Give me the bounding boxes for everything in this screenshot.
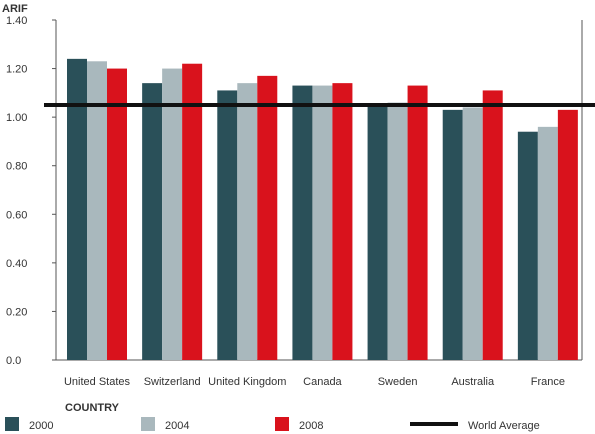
x-tick-label: Canada: [303, 376, 342, 388]
legend-label: 2008: [299, 420, 323, 432]
bar: [537, 126, 558, 360]
legend-label: 2004: [165, 420, 189, 432]
x-tick-label: United Kingdom: [208, 376, 286, 388]
x-tick-label: Switzerland: [144, 376, 201, 388]
y-tick-label: 0.0: [6, 355, 21, 367]
legend-swatch: [141, 417, 155, 431]
bar: [87, 61, 107, 361]
bar: [482, 90, 503, 360]
y-tick-label: 1.00: [6, 112, 27, 124]
x-tick-label: Australia: [451, 376, 495, 388]
legend-swatch: [5, 417, 19, 431]
y-tick-label: 1.40: [6, 15, 27, 27]
bar: [557, 109, 578, 360]
x-axis-title: COUNTRY: [65, 402, 120, 414]
bar: [217, 90, 238, 360]
x-tick-label: France: [531, 376, 565, 388]
bar: [292, 85, 313, 361]
bar: [387, 102, 408, 361]
bar: [367, 105, 388, 360]
bar: [182, 63, 203, 360]
legend-label: World Average: [468, 420, 540, 432]
y-tick-label: 0.60: [6, 209, 27, 221]
bar: [257, 75, 278, 360]
bar: [107, 68, 127, 361]
bar: [162, 68, 183, 361]
bar: [462, 107, 483, 360]
y-tick-label: 0.80: [6, 161, 27, 173]
x-tick-label: United States: [64, 376, 131, 388]
y-tick-label: 0.40: [6, 258, 27, 270]
bar: [407, 85, 428, 361]
y-tick-label: 1.20: [6, 64, 27, 76]
bar: [142, 83, 163, 361]
legend-label: 2000: [29, 420, 53, 432]
x-tick-label: Sweden: [378, 376, 418, 388]
y-axis: 0.0 0.20 0.40 0.60 0.80 1.00 1.20 1.40: [6, 15, 56, 367]
y-tick-label: 0.20: [6, 306, 27, 318]
legend-swatch: [275, 417, 289, 431]
bar: [312, 85, 333, 361]
bar: [237, 83, 258, 361]
bar: [517, 131, 538, 360]
bar: [442, 109, 463, 360]
legend: 2000 2004 2008 World Average: [5, 417, 540, 432]
bar: [332, 83, 353, 361]
x-axis: United States Switzerland United Kingdom Ca…: [64, 376, 565, 388]
y-axis-title: ARIF: [2, 3, 28, 15]
bars: [67, 58, 578, 361]
bar: [67, 58, 87, 360]
